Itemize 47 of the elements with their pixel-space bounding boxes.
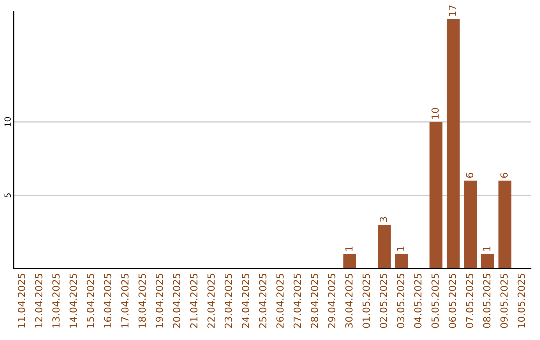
- bar: [378, 224, 391, 269]
- y-tick-label: 5: [4, 194, 11, 198]
- bar: [395, 254, 408, 269]
- x-tick-label: 03.05.2025: [397, 274, 405, 328]
- x-tick-label: 12.04.2025: [35, 274, 43, 328]
- x-tick-label: 25.04.2025: [259, 274, 267, 328]
- x-tick-label: 21.04.2025: [190, 274, 198, 328]
- x-tick-label: 05.05.2025: [432, 274, 440, 328]
- x-tick-label: 18.04.2025: [138, 274, 146, 328]
- x-tick-label: 10.05.2025: [518, 274, 526, 328]
- x-tick-label: 07.05.2025: [466, 274, 474, 328]
- data-label: 6: [466, 173, 474, 178]
- data-label: 6: [500, 173, 508, 178]
- bar: [498, 180, 512, 269]
- x-tick-label: 20.04.2025: [173, 274, 181, 328]
- bar: [481, 254, 494, 269]
- x-tick-label: 24.04.2025: [242, 274, 250, 328]
- x-tick-label: 28.04.2025: [311, 274, 318, 328]
- x-tick-label: 08.05.2025: [483, 274, 491, 328]
- bar: [430, 122, 443, 269]
- x-tick-label: 29.04.2025: [328, 274, 336, 328]
- x-tick-label: 17.04.2025: [121, 274, 129, 328]
- data-label: 1: [397, 246, 404, 252]
- data-label: 3: [380, 217, 388, 222]
- bar: [446, 19, 460, 269]
- x-tick-label: 01.05.2025: [362, 274, 370, 328]
- x-tick-label: 26.04.2025: [276, 274, 284, 328]
- data-label: 1: [484, 246, 491, 252]
- x-tick-label: 22.04.2025: [208, 274, 216, 328]
- x-tick-label: 23.04.2025: [224, 274, 232, 328]
- x-tick-label: 14.04.2025: [70, 274, 78, 328]
- data-label: 10: [432, 108, 440, 119]
- x-tick-label: 02.05.2025: [380, 274, 388, 328]
- x-tick-label: 11.04.2025: [18, 274, 26, 328]
- x-tick-label: 09.05.2025: [500, 274, 508, 328]
- x-tick-label: 15.04.2025: [87, 274, 94, 328]
- x-tick-label: 06.05.2025: [448, 274, 456, 328]
- x-tick-label: 19.04.2025: [156, 274, 164, 328]
- bar: [464, 180, 478, 269]
- x-tick-label: 13.04.2025: [52, 274, 60, 328]
- x-tick-label: 16.04.2025: [104, 274, 112, 328]
- data-label: 1: [346, 246, 353, 252]
- x-tick-label: 30.04.2025: [346, 274, 353, 328]
- data-label: 17: [449, 6, 456, 16]
- bar: [344, 254, 357, 269]
- x-tick-label: 27.04.2025: [294, 274, 302, 328]
- x-tick-label: 04.05.2025: [414, 274, 422, 328]
